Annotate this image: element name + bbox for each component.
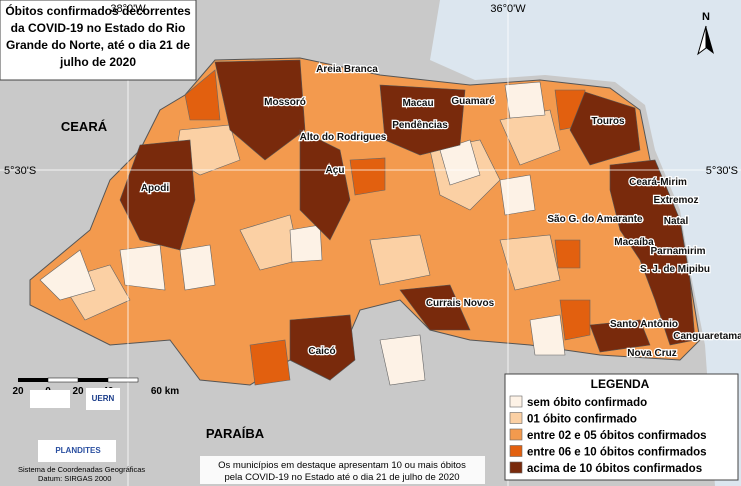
state-label: PARAÍBA <box>206 426 265 441</box>
city-label: Touros <box>591 116 625 127</box>
municipality <box>289 224 323 263</box>
legend-label: entre 02 e 05 óbitos confirmados <box>527 430 707 442</box>
legend-label: acima de 10 óbitos confirmados <box>527 463 702 475</box>
title-line: da COVID-19 no Estado do Rio <box>11 21 186 35</box>
city-label: Ceará-Mirim <box>629 177 687 188</box>
city-labels: Areia Branca Mossoró Macau Guamaré Pendência… <box>140 63 741 361</box>
city-label: Guamaré <box>451 96 495 107</box>
scale-label: 20 <box>12 386 24 397</box>
scale-segment <box>107 377 139 383</box>
scale-label: 60 km <box>151 386 179 397</box>
city-label: Nova Cruz <box>627 348 676 359</box>
arrow-half <box>706 26 714 54</box>
legend-title: LEGENDA <box>591 377 650 391</box>
legend-box <box>504 373 739 481</box>
city-label: Canguaretama <box>673 331 741 342</box>
city-label: Caicó <box>308 346 335 357</box>
municipality <box>379 334 426 386</box>
legend-swatch <box>509 412 523 424</box>
municipality <box>119 244 166 291</box>
light-municipalities <box>59 109 561 321</box>
municipality <box>369 234 431 286</box>
city-label: Santo Antônio <box>610 319 678 330</box>
scale-segment <box>18 378 48 382</box>
municipality <box>499 174 536 216</box>
city-label: Apodi <box>141 183 170 194</box>
logo <box>30 390 70 408</box>
logo-text: UERN <box>92 394 115 403</box>
legend-swatch <box>509 428 523 441</box>
city-label: Alto do Rodrigues <box>300 132 387 143</box>
coordinate-label: 36°0'W <box>490 3 526 15</box>
legend-label: 01 óbito confirmado <box>527 414 637 426</box>
city-label: Natal <box>664 216 689 227</box>
municipality <box>499 234 561 291</box>
coordinate-label: 38°0'W <box>110 3 146 15</box>
municipality <box>589 319 651 353</box>
city-label: Mossoró <box>264 97 306 108</box>
municipality <box>249 339 291 386</box>
municipality <box>559 299 591 341</box>
scale-segment <box>47 377 79 383</box>
white-municipalities <box>39 81 566 386</box>
legend-swatch <box>509 445 523 457</box>
title-line: julho de 2020 <box>59 55 136 69</box>
logo <box>38 440 116 462</box>
title-line: Óbitos confirmados decorrentes <box>5 3 191 18</box>
municipality <box>529 314 566 356</box>
city-label: Pendências <box>392 120 448 131</box>
municipality <box>179 244 216 291</box>
city-label: Parnamirim <box>650 246 705 257</box>
municipality <box>399 284 471 331</box>
city-label: Extremoz <box>653 195 698 206</box>
city-label: Areia Branca <box>316 64 378 75</box>
coordinate-label: 5°30'S <box>4 165 36 177</box>
legend-label: entre 06 e 10 óbitos confirmados <box>527 447 707 459</box>
state-label: CEARÁ <box>61 119 108 134</box>
footer-datum: Datum: SIRGAS 2000 <box>38 474 111 483</box>
logo-text: PLANDITES <box>55 446 101 455</box>
municipality <box>214 59 306 161</box>
scale-segment <box>78 378 108 382</box>
note: Os municípios em destaque apresentam 10 … <box>218 460 466 483</box>
north-label: N <box>702 11 710 23</box>
arrow-half <box>697 25 707 56</box>
legend-swatch <box>509 461 523 474</box>
scale-bar <box>18 377 139 383</box>
footer-system: Sistema de Coordenadas Geográficas <box>18 465 145 474</box>
city-label: Macau <box>402 98 433 109</box>
logo <box>86 388 120 410</box>
municipality <box>504 81 546 119</box>
north-arrow: N <box>697 11 714 56</box>
note-box <box>200 456 485 484</box>
title-box <box>0 0 197 81</box>
title: Óbitos confirmados decorrentes da COVID-1… <box>5 3 191 69</box>
coordinate-label: 5°30'S <box>706 165 738 177</box>
municipality <box>609 159 696 346</box>
legend: sem óbito confirmado 01 óbito confirmado e… <box>509 395 707 475</box>
municipality <box>379 84 466 156</box>
scale-label: 20 <box>72 386 84 397</box>
city-label: S. J. de Mipibu <box>640 264 710 275</box>
municipality <box>349 157 386 196</box>
city-label: São G. do Amarante <box>547 214 643 225</box>
city-label: Macaíba <box>614 237 654 248</box>
municipality <box>569 91 641 166</box>
municipality <box>289 314 356 381</box>
legend-swatch <box>509 395 523 408</box>
title-line: Grande do Norte, até o dia 21 de <box>6 38 190 52</box>
note-line: Os municípios em destaque apresentam 10 … <box>218 460 466 471</box>
municipality <box>39 249 96 301</box>
municipality <box>299 129 351 241</box>
municipality <box>184 69 221 121</box>
municipality <box>554 239 581 269</box>
municipality <box>119 139 196 251</box>
legend-label: sem óbito confirmado <box>527 397 647 409</box>
high-municipalities <box>119 59 696 381</box>
note-line: pela COVID-19 no Estado até o dia 21 de … <box>224 472 459 483</box>
ocean <box>430 0 741 486</box>
city-label: Açu <box>326 165 345 176</box>
city-label: Currais Novos <box>426 298 495 309</box>
